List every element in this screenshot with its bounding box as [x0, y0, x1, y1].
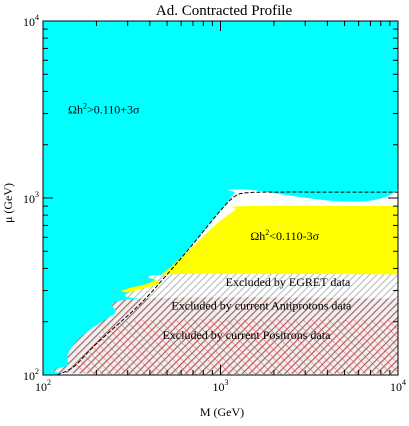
region-positrons-excluded	[73, 319, 398, 375]
region-label-low-relic-density: Ωh2<0.110-3σ	[250, 228, 319, 243]
region-label-high-relic-density: Ωh2>0.110+3σ	[68, 102, 140, 117]
region-low-relic-density	[121, 205, 398, 295]
label-low-sup: 2	[265, 228, 269, 237]
chart-title: Ad. Contracted Profile	[156, 3, 293, 19]
label-high-rest: >0.110+3σ	[87, 103, 140, 117]
y-tick-label: 102	[23, 367, 39, 383]
y-tick-label: 103	[23, 190, 39, 206]
x-tick-label: 102	[35, 378, 51, 394]
x-axis-label: M (GeV)	[200, 405, 244, 419]
region-egret-excluded	[125, 273, 398, 300]
label-high-sup: 2	[83, 102, 87, 111]
y-tick-label: 104	[23, 13, 39, 29]
label-high-base: Ωh	[68, 103, 83, 117]
relic-density-boundary-line	[56, 191, 398, 375]
y-axis-label: μ (GeV)	[1, 183, 15, 223]
region-label-egret: Excluded by EGRET data	[226, 275, 351, 289]
label-low-rest: <0.110-3σ	[269, 229, 319, 243]
region-label-antiprotons: Excluded by current Antiprotons data	[171, 298, 352, 312]
label-low-base: Ωh	[250, 229, 265, 243]
region-high-relic-density	[43, 21, 398, 375]
region-label-positrons: Excluded by current Positrons data	[162, 328, 331, 342]
axis-ticks	[42, 21, 398, 376]
x-tick-label: 104	[390, 378, 406, 394]
x-tick-label: 103	[213, 378, 229, 394]
